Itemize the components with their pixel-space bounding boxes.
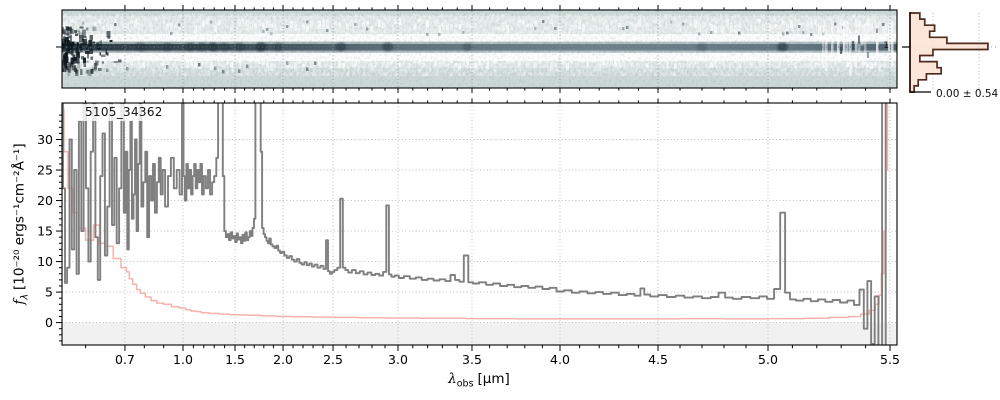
x-axis-subscript: obs <box>456 378 474 390</box>
x-axis-label: λobs [μm] <box>448 371 510 390</box>
x-tick-label: 1.0 <box>173 352 193 367</box>
twod-spectrum-panel: 1 <box>61 9 898 89</box>
slit-number-label: 1 <box>883 41 889 51</box>
y-axis-units: [10⁻²⁰ ergs⁻¹cm⁻²Å⁻¹] <box>11 143 28 290</box>
uncertainty-line <box>62 103 889 320</box>
x-tick-label: 5.5 <box>880 352 900 367</box>
y-tick-label: 15 <box>37 223 53 238</box>
x-tick-label: 0.7 <box>115 352 135 367</box>
y-axis-subscript: λ <box>19 293 31 300</box>
x-tick-label: 1.5 <box>225 352 245 367</box>
y-tick-label: 0 <box>45 315 53 330</box>
x-tick-label: 3.5 <box>462 352 482 367</box>
residual-histogram <box>909 12 989 93</box>
x-tick-label: 4.0 <box>550 352 570 367</box>
y-axis-symbol: f <box>11 299 28 305</box>
y-tick-label: 25 <box>37 162 53 177</box>
x-tick-label: 5.0 <box>758 352 778 367</box>
y-tick-label: 10 <box>37 254 53 269</box>
oned-spectrum-panel <box>61 102 898 346</box>
residual-histogram-panel <box>902 12 997 93</box>
x-axis-symbol: λ <box>448 371 457 387</box>
x-axis-units: [μm] <box>477 371 510 387</box>
y-tick-label: 30 <box>37 132 53 147</box>
y-tick-label: 20 <box>37 193 53 208</box>
y-axis-label: fλ [10⁻²⁰ ergs⁻¹cm⁻²Å⁻¹] <box>12 143 31 304</box>
y-tick-label: 5 <box>45 284 53 299</box>
x-tick-label: 2.5 <box>323 352 343 367</box>
histogram-stats-label: 0.00 ± 0.54 <box>936 88 999 100</box>
axes-ticks: 0.7 1.0 1.5 2.0 2.5 3.0 3.5 4.0 4.5 5.0 5.5 0 5 10 15 2… <box>37 5 900 367</box>
x-tick-label: 4.5 <box>648 352 668 367</box>
x-tick-label: 2.0 <box>273 352 293 367</box>
x-tick-label: 3.0 <box>388 352 408 367</box>
spectrum-line <box>62 103 887 345</box>
source-id-label: 5105_34362 <box>78 104 170 121</box>
